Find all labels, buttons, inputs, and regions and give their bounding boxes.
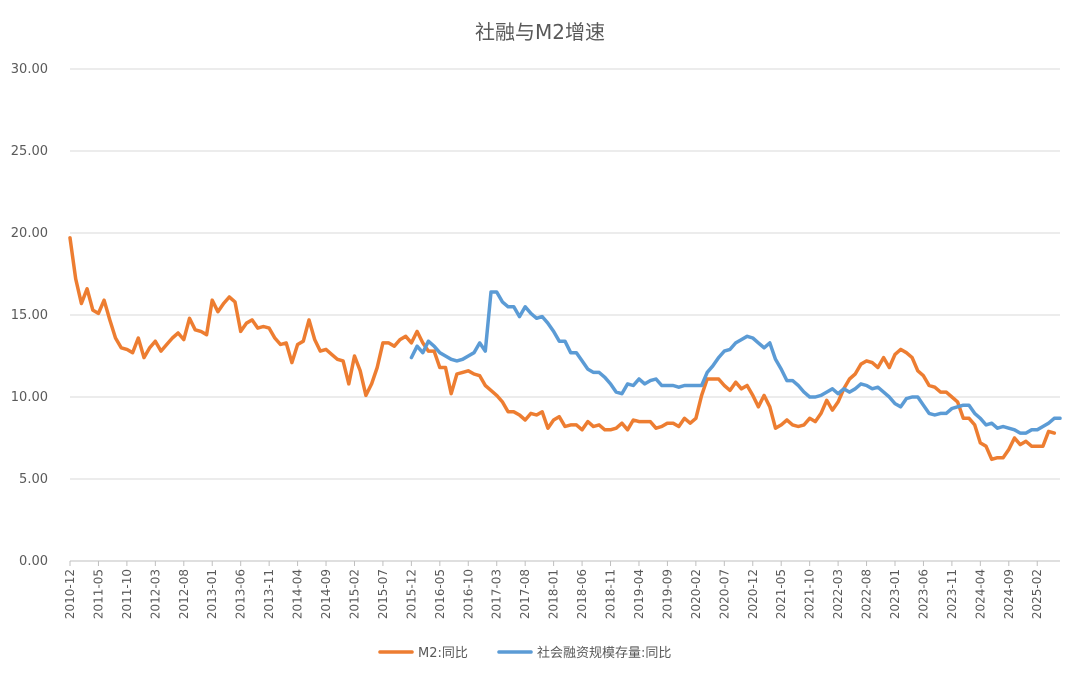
x-tick-label: 2018-11 <box>604 569 618 619</box>
chart-title: 社融与M2增速 <box>475 20 605 44</box>
x-tick-label: 2017-03 <box>490 569 504 619</box>
x-tick-label: 2019-04 <box>632 569 646 619</box>
x-tick-label: 2020-07 <box>717 569 731 619</box>
x-tick-label: 2020-12 <box>746 569 760 619</box>
x-tick-label: 2021-05 <box>774 569 788 619</box>
series-line-1 <box>409 290 1062 435</box>
x-tick-label: 2024-04 <box>973 569 987 619</box>
x-tick-label: 2014-09 <box>319 569 333 619</box>
x-tick-label: 2016-10 <box>461 569 475 619</box>
x-tick-label: 2024-09 <box>1002 569 1016 619</box>
y-tick-label: 10.00 <box>11 390 48 405</box>
x-tick-label: 2017-08 <box>518 569 532 619</box>
series-line-0 <box>68 236 1057 462</box>
x-tick-label: 2015-02 <box>347 569 361 619</box>
y-tick-label: 30.00 <box>11 62 48 77</box>
x-tick-label: 2021-10 <box>803 569 817 619</box>
y-axis-ticks: 0.00 5.00 10.00 15.00 20.00 25.00 30.00 <box>11 62 48 569</box>
x-tick-label: 2015-07 <box>376 569 390 619</box>
y-tick-label: 5.00 <box>19 472 48 487</box>
x-tick-label: 2011-05 <box>91 569 105 619</box>
grid-lines <box>70 68 1060 562</box>
x-tick-label: 2013-11 <box>262 569 276 619</box>
x-tick-label: 2018-06 <box>575 569 589 619</box>
y-tick-label: 15.00 <box>11 308 48 323</box>
y-tick-label: 20.00 <box>11 226 48 241</box>
x-tick-label: 2022-08 <box>860 569 874 619</box>
x-tick-label: 2018-01 <box>547 569 561 619</box>
x-tick-label: 2010-12 <box>63 569 77 619</box>
x-tick-label: 2023-06 <box>916 569 930 619</box>
legend-label-1: 社会融资规模存量:同比 <box>537 645 671 661</box>
x-tick-label: 2015-12 <box>404 569 418 619</box>
x-tick-label: 2014-04 <box>291 569 305 619</box>
x-tick-label: 2012-03 <box>148 569 162 619</box>
x-tick-label: 2012-08 <box>177 569 191 619</box>
x-tick-label: 2022-03 <box>831 569 845 619</box>
x-tick-label: 2023-11 <box>945 569 959 619</box>
y-tick-label: 25.00 <box>11 144 48 159</box>
x-tick-label: 2025-02 <box>1030 569 1044 619</box>
x-tick-label: 2013-01 <box>205 569 219 619</box>
y-tick-label: 0.00 <box>19 554 48 569</box>
legend: M2:同比 社会融资规模存量:同比 <box>378 645 671 661</box>
x-tick-label: 2013-06 <box>234 569 248 619</box>
x-axis-ticks: 2010-12 2011-05 2011-10 2012-03 2012-08 2013-… <box>63 561 1044 619</box>
x-tick-label: 2011-10 <box>120 569 134 619</box>
legend-label-0: M2:同比 <box>418 646 468 661</box>
x-tick-label: 2019-09 <box>660 569 674 619</box>
x-tick-label: 2020-02 <box>689 569 703 619</box>
x-tick-label: 2023-01 <box>888 569 902 619</box>
x-tick-label: 2016-05 <box>433 569 447 619</box>
series-lines <box>68 236 1062 462</box>
